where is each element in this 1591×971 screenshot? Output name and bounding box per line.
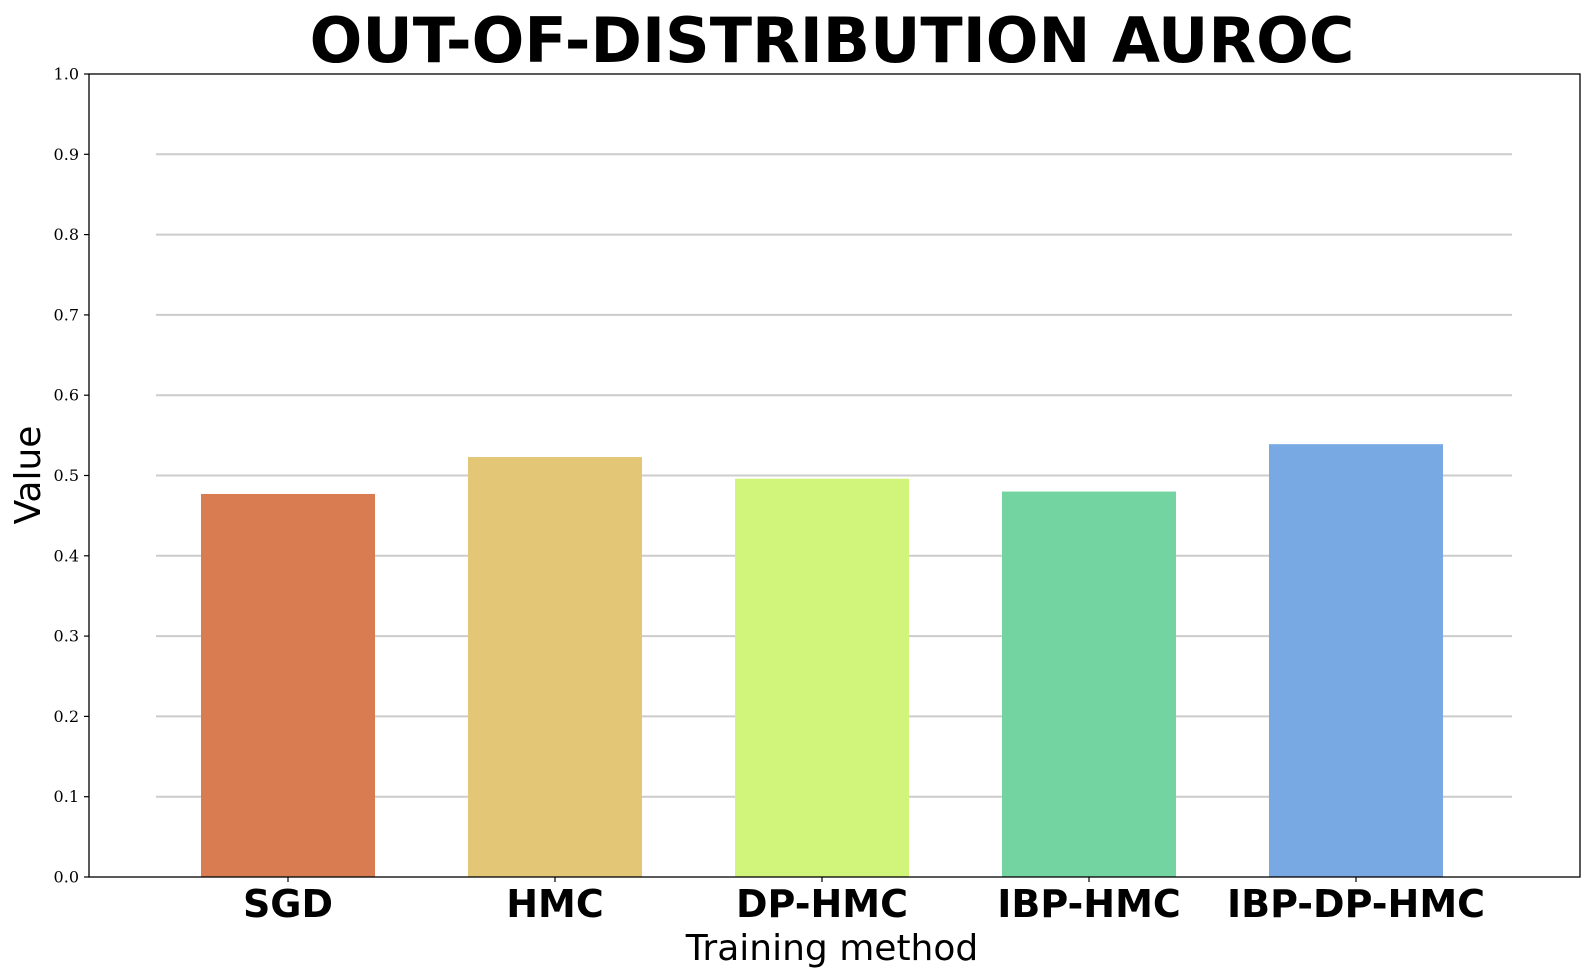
y-tick-label: 0.6 [54,386,79,405]
bar-hmc [468,457,642,877]
bar-ibp-hmc [1002,491,1176,877]
y-tick-label: 0.2 [54,707,79,726]
bar-sgd [201,493,375,877]
x-axis-category-labels: SGD HMC DP-HMC IBP-HMC IBP-DP-HMC [243,877,1485,926]
y-tick-label: 0.3 [54,627,79,646]
y-tick-label: 0.4 [54,546,79,565]
y-tick-label: 1.0 [54,65,79,84]
gridlines [156,153,1512,798]
x-tick-label: IBP-DP-HMC [1227,882,1485,926]
bar-dp-hmc [735,478,909,877]
chart-title: OUT-OF-DISTRIBUTION AUROC [310,4,1355,77]
y-tick-label: 0.5 [54,466,79,485]
y-axis-title: Value [8,426,49,525]
x-tick-label: IBP-HMC [997,882,1181,926]
y-tick-label: 0.8 [54,225,79,244]
y-tick-label: 0.1 [54,787,79,806]
bars [201,444,1443,877]
bar-ibp-dp-hmc [1269,444,1443,877]
y-axis-ticks: 0.0 0.1 0.2 0.3 0.4 0.5 0.6 0.7 0.8 0.9 1.0 [54,65,89,887]
y-tick-label: 0.0 [54,868,79,887]
x-tick-label: HMC [506,882,604,926]
x-axis-title: Training method [685,928,979,969]
x-tick-label: SGD [243,882,333,926]
x-tick-label: DP-HMC [736,882,908,926]
y-tick-label: 0.7 [54,305,79,324]
y-tick-label: 0.9 [54,145,79,164]
